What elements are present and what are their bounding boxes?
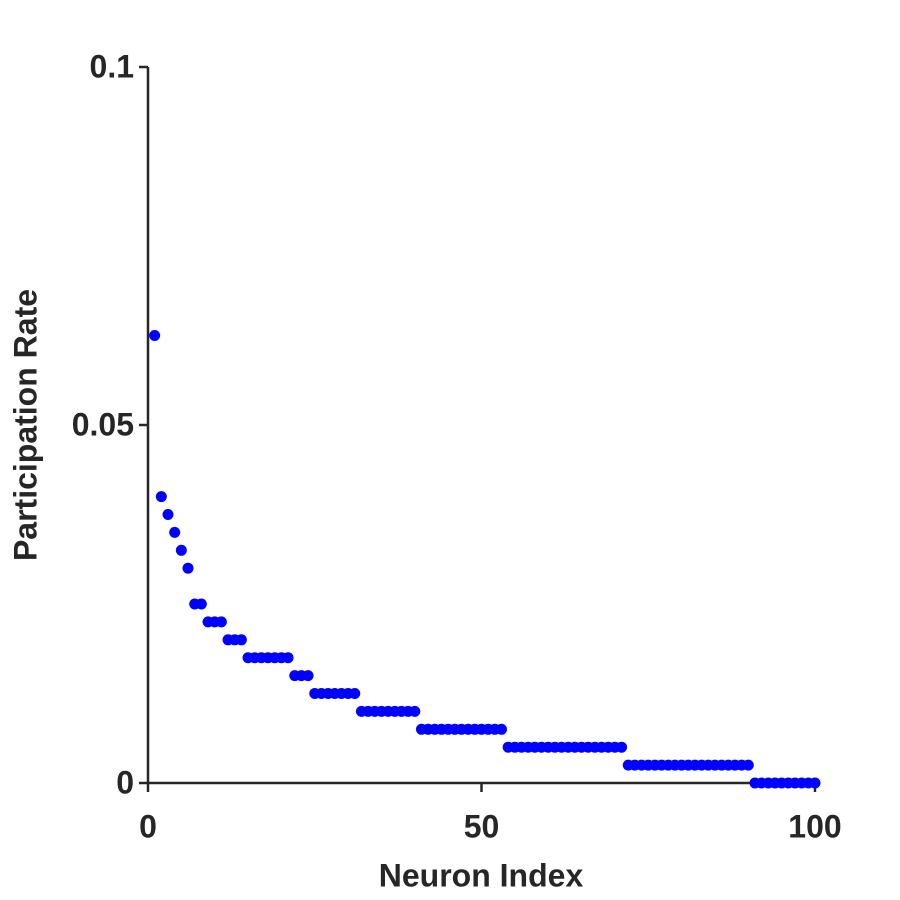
y-tick-label: 0 (116, 764, 134, 800)
point (149, 330, 161, 341)
x-tick-label: 100 (788, 808, 841, 844)
y-tick-label: 0.1 (90, 48, 134, 84)
y-axis-label: Participation Rate (7, 289, 43, 561)
point (742, 759, 754, 771)
point (162, 509, 174, 520)
point (182, 562, 194, 574)
x-tick-label: 50 (464, 808, 500, 844)
point (282, 652, 294, 664)
point (349, 688, 361, 699)
point (302, 670, 314, 682)
point (195, 598, 207, 610)
point (616, 741, 628, 753)
point (215, 616, 227, 628)
point (169, 526, 181, 538)
point (496, 723, 508, 735)
point (235, 634, 247, 646)
x-axis-label: Neuron Index (379, 857, 584, 893)
point (809, 777, 821, 789)
y-tick-label: 0.05 (72, 406, 134, 442)
point (155, 491, 167, 503)
point (409, 705, 421, 717)
x-tick-label: 0 (139, 808, 157, 844)
point (175, 544, 187, 556)
